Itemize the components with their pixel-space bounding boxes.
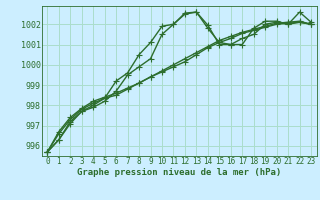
X-axis label: Graphe pression niveau de la mer (hPa): Graphe pression niveau de la mer (hPa) (77, 168, 281, 177)
